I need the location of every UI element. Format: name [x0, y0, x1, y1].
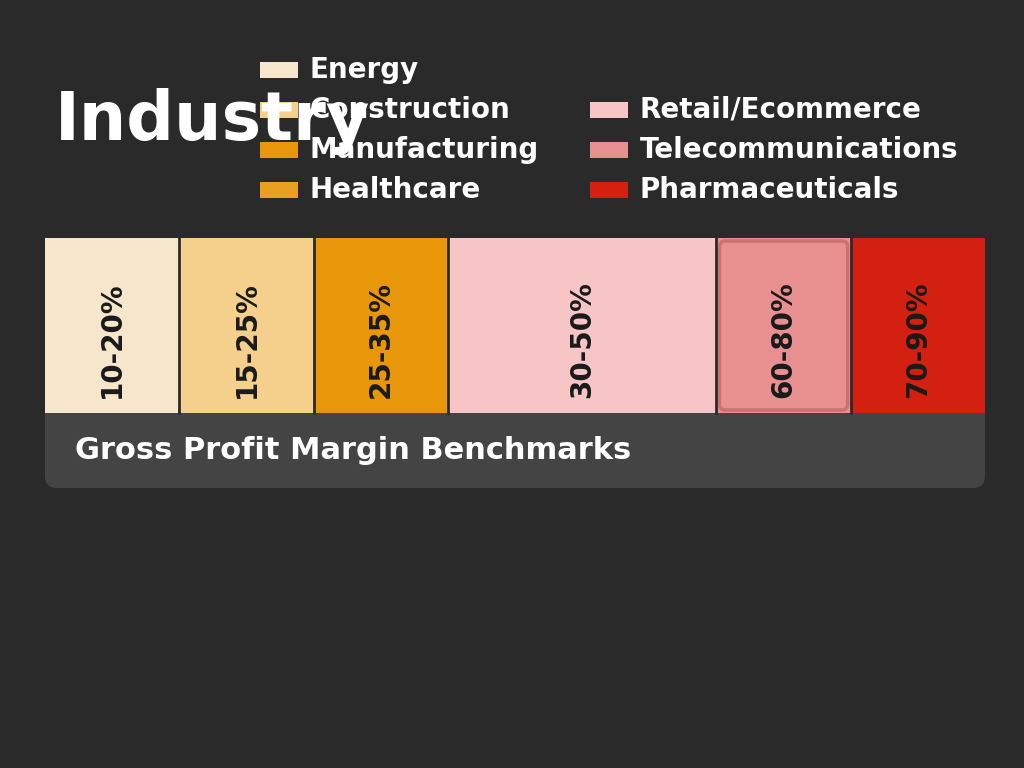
Text: Gross Profit Margin Benchmarks: Gross Profit Margin Benchmarks [75, 436, 631, 465]
FancyBboxPatch shape [720, 241, 848, 410]
FancyBboxPatch shape [260, 62, 298, 78]
FancyBboxPatch shape [260, 102, 298, 118]
FancyBboxPatch shape [590, 102, 628, 118]
Text: 70-90%: 70-90% [904, 281, 932, 398]
FancyBboxPatch shape [45, 238, 105, 413]
FancyBboxPatch shape [260, 142, 298, 158]
Text: Retail/Ecommerce: Retail/Ecommerce [640, 96, 922, 124]
FancyBboxPatch shape [925, 238, 985, 413]
FancyBboxPatch shape [590, 142, 628, 158]
FancyBboxPatch shape [717, 238, 851, 413]
FancyBboxPatch shape [851, 238, 985, 413]
Text: Manufacturing: Manufacturing [310, 136, 540, 164]
Text: Industry: Industry [55, 88, 371, 155]
Text: 15-25%: 15-25% [232, 281, 260, 398]
Text: Energy: Energy [310, 56, 419, 84]
FancyBboxPatch shape [45, 238, 179, 413]
FancyBboxPatch shape [590, 182, 628, 198]
Text: Telecommunications: Telecommunications [640, 136, 958, 164]
Text: Pharmaceuticals: Pharmaceuticals [640, 176, 899, 204]
Text: Construction: Construction [310, 96, 511, 124]
FancyBboxPatch shape [895, 238, 935, 413]
Text: 60-80%: 60-80% [770, 281, 798, 398]
FancyBboxPatch shape [45, 238, 985, 488]
Text: Healthcare: Healthcare [310, 176, 481, 204]
FancyBboxPatch shape [75, 238, 115, 413]
FancyBboxPatch shape [260, 182, 298, 198]
Text: 25-35%: 25-35% [367, 281, 394, 398]
FancyBboxPatch shape [179, 238, 313, 413]
Text: 30-50%: 30-50% [568, 281, 596, 398]
FancyBboxPatch shape [447, 238, 717, 413]
FancyBboxPatch shape [313, 238, 447, 413]
Text: 10-20%: 10-20% [98, 281, 126, 398]
